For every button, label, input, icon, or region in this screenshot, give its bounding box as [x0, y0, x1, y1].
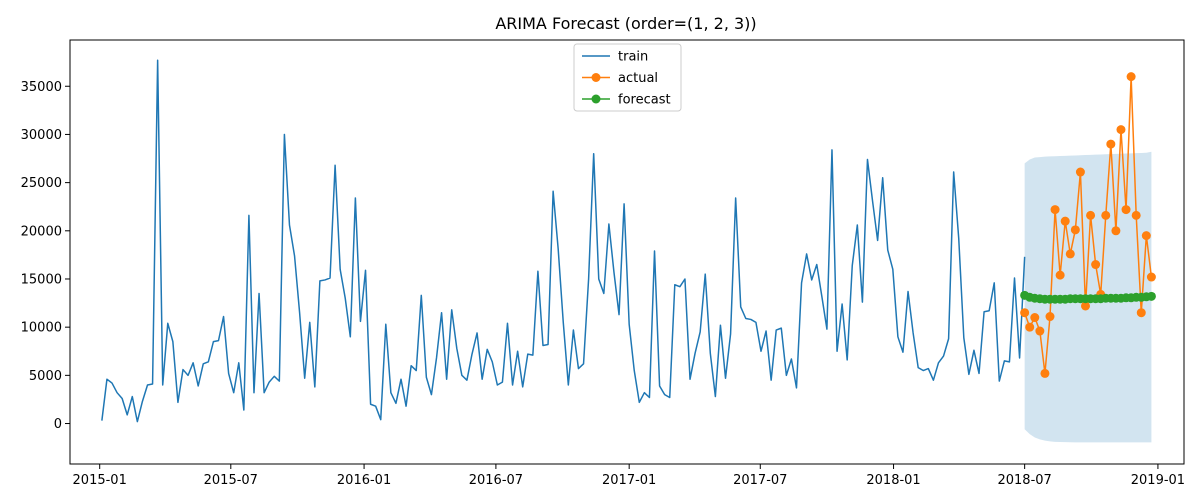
x-tick-label: 2015-01: [73, 473, 127, 488]
series-line-train: [101, 59, 1026, 423]
data-point-actual-16: [1101, 210, 1111, 220]
x-tick-label: 2018-07: [997, 473, 1051, 488]
legend-item-forecast: forecast: [582, 93, 671, 108]
data-point-actual-12: [1080, 301, 1090, 311]
legend-box: [573, 43, 682, 112]
data-point-actual-19: [1116, 125, 1126, 135]
y-tick-label: 35000: [21, 80, 62, 95]
chart-title: ARIMA Forecast (order=(1, 2, 3)): [495, 14, 756, 33]
y-tick-label: 10000: [21, 321, 62, 336]
legend-marker-actual: [591, 73, 601, 82]
series-line-actual: [1023, 75, 1153, 375]
y-tick-label: 20000: [21, 224, 62, 239]
legend-item-train: train: [582, 50, 648, 65]
data-point-actual-8: [1060, 216, 1070, 226]
data-point-actual-9: [1065, 249, 1075, 259]
data-point-actual-10: [1070, 225, 1080, 235]
data-point-actual-25: [1146, 272, 1156, 282]
data-point-actual-14: [1091, 260, 1101, 270]
data-point-actual-2: [1030, 313, 1040, 323]
x-tick-label: 2018-01: [866, 473, 920, 488]
data-point-actual-22: [1131, 210, 1141, 220]
legend-label-forecast: forecast: [618, 93, 671, 108]
data-point-actual-1: [1025, 322, 1035, 332]
x-tick-label: 2017-07: [733, 473, 787, 488]
data-point-actual-6: [1050, 205, 1060, 215]
series-forecast: [1020, 290, 1156, 304]
data-point-actual-23: [1136, 308, 1146, 318]
data-point-actual-11: [1075, 167, 1085, 177]
data-point-actual-5: [1045, 312, 1055, 322]
data-point-actual-4: [1040, 368, 1050, 378]
data-point-actual-20: [1121, 205, 1131, 215]
legend-item-actual: actual: [582, 71, 658, 86]
data-point-actual-3: [1035, 326, 1045, 336]
data-point-forecast-25: [1146, 291, 1156, 301]
data-point-actual-7: [1055, 270, 1065, 280]
x-tick-label: 2016-07: [469, 473, 523, 488]
data-point-actual-0: [1020, 308, 1030, 318]
data-point-actual-13: [1086, 210, 1096, 220]
y-tick-label: 0: [54, 417, 62, 432]
y-tick-label: 15000: [21, 272, 62, 287]
legend-label-actual: actual: [618, 71, 658, 86]
x-tick-label: 2017-01: [602, 473, 656, 488]
data-point-actual-18: [1111, 226, 1121, 236]
data-point-actual-21: [1126, 72, 1136, 82]
legend-marker-forecast: [591, 94, 601, 104]
data-point-actual-17: [1106, 139, 1116, 149]
y-tick-label: 30000: [21, 128, 62, 143]
x-tick-label: 2016-01: [337, 473, 391, 488]
axes-frame: [69, 39, 1185, 465]
series-actual: [1020, 72, 1156, 378]
series-train: [101, 59, 1026, 423]
legend-label-train: train: [618, 50, 648, 65]
data-point-actual-24: [1141, 231, 1151, 241]
legend: train actual forecast: [573, 43, 682, 112]
x-tick-label: 2015-07: [204, 473, 258, 488]
x-tick-label: 2019-01: [1131, 473, 1185, 488]
y-tick-label: 25000: [21, 176, 62, 191]
y-tick-label: 5000: [29, 369, 62, 384]
